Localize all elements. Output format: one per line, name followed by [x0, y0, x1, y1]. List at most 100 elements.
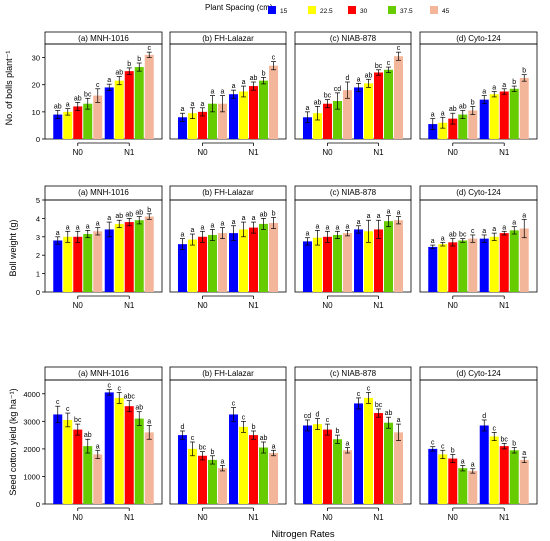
significance-letter: ab: [260, 435, 268, 442]
bar: [354, 403, 364, 504]
bar: [479, 238, 489, 292]
bar: [144, 432, 154, 504]
y-tick-label: 0: [36, 135, 40, 144]
significance-letter: a: [431, 112, 435, 119]
bar: [342, 90, 352, 139]
y-tick-label: 2: [36, 251, 40, 260]
bar: [269, 223, 279, 292]
bar: [374, 72, 384, 139]
significance-letter: b: [137, 56, 141, 63]
legend-title: Plant Spacing (cm): [205, 3, 273, 12]
y-tick-label: 1: [36, 270, 40, 279]
panel-frame: [169, 379, 287, 505]
panel-title: (d) Cyto-124: [456, 34, 501, 43]
significance-letter: a: [492, 85, 496, 92]
significance-letter: a: [492, 226, 496, 233]
x-tick-label: N0: [322, 301, 333, 310]
legend-swatch: [348, 6, 356, 14]
significance-letter: a: [482, 89, 486, 96]
panel-frame: [44, 43, 163, 140]
significance-letter: a: [272, 443, 276, 450]
panel-title: (a) MNH-1016: [78, 369, 129, 378]
panel-title: (a) MNH-1016: [78, 188, 129, 197]
bar: [134, 67, 144, 139]
bar: [197, 236, 207, 292]
y-tick-label: 0: [36, 500, 40, 509]
panel-frame: [294, 379, 412, 505]
significance-letter: a: [316, 223, 320, 230]
significance-letter: a: [441, 110, 445, 117]
legend-label: 15: [280, 8, 288, 15]
significance-letter: a: [471, 462, 475, 469]
x-tick-label: N1: [248, 301, 259, 310]
significance-letter: a: [96, 221, 100, 228]
bar: [177, 117, 187, 139]
bar: [124, 71, 134, 139]
bar: [489, 436, 499, 504]
bar: [124, 222, 134, 292]
panel-title: (c) NIAB-878: [330, 188, 377, 197]
significance-letter: a: [336, 224, 340, 231]
significance-letter: a: [346, 223, 350, 230]
bar: [428, 246, 438, 292]
bar: [438, 122, 448, 139]
significance-letter: b: [147, 207, 151, 214]
significance-letter: ab: [459, 104, 467, 111]
y-tick-label: 0: [36, 288, 40, 297]
significance-letter: a: [441, 235, 445, 242]
bar: [104, 87, 114, 139]
x-tick-label: N1: [373, 513, 384, 522]
significance-letter: a: [76, 224, 80, 231]
bar: [73, 236, 83, 292]
bar: [354, 229, 364, 292]
panel-title: (c) NIAB-878: [330, 34, 377, 43]
bar: [384, 221, 394, 292]
significance-letter: b: [512, 79, 516, 86]
significance-letter: d: [316, 412, 320, 419]
bar: [217, 233, 227, 292]
panel-title: (a) MNH-1016: [78, 34, 129, 43]
panel-frame: [169, 199, 287, 293]
bar: [93, 95, 103, 139]
panel-frame: [419, 43, 538, 140]
legend-label: 37.5: [400, 8, 413, 15]
x-axis-title: Nitrogen Rates: [271, 529, 335, 540]
bar: [104, 229, 114, 292]
panel-title: (d) Cyto-124: [456, 188, 501, 197]
bar: [394, 220, 404, 292]
significance-letter: a: [242, 79, 246, 86]
bar: [438, 454, 448, 504]
significance-letter: c: [431, 440, 435, 447]
legend-swatch: [388, 6, 396, 14]
x-tick-label: N0: [322, 148, 333, 157]
significance-letter: a: [502, 224, 506, 231]
x-tick-label: N0: [197, 301, 208, 310]
bar: [83, 103, 93, 139]
bar: [322, 103, 332, 139]
significance-letter: c: [66, 406, 70, 413]
significance-letter: ab: [74, 95, 82, 102]
y-tick-label: 20: [32, 81, 40, 90]
bar: [468, 238, 478, 292]
bar: [217, 103, 227, 139]
significance-letter: c: [242, 414, 246, 421]
significance-letter: c: [147, 45, 151, 52]
significance-letter: a: [66, 102, 70, 109]
bar: [394, 432, 404, 504]
bar: [197, 111, 207, 139]
bar: [124, 406, 134, 504]
significance-letter: ab: [385, 410, 393, 417]
y-tick-label: 1000: [23, 472, 40, 481]
bar: [114, 80, 124, 139]
significance-letter: bc: [375, 402, 383, 409]
significance-letter: c: [272, 55, 276, 62]
significance-letter: b: [512, 441, 516, 448]
significance-letter: ab: [260, 211, 268, 218]
significance-letter: c: [232, 401, 236, 408]
significance-letter: a: [232, 219, 236, 226]
bar: [104, 392, 114, 504]
significance-letter: ab: [449, 232, 457, 239]
bar: [73, 429, 83, 504]
bar: [269, 65, 279, 139]
